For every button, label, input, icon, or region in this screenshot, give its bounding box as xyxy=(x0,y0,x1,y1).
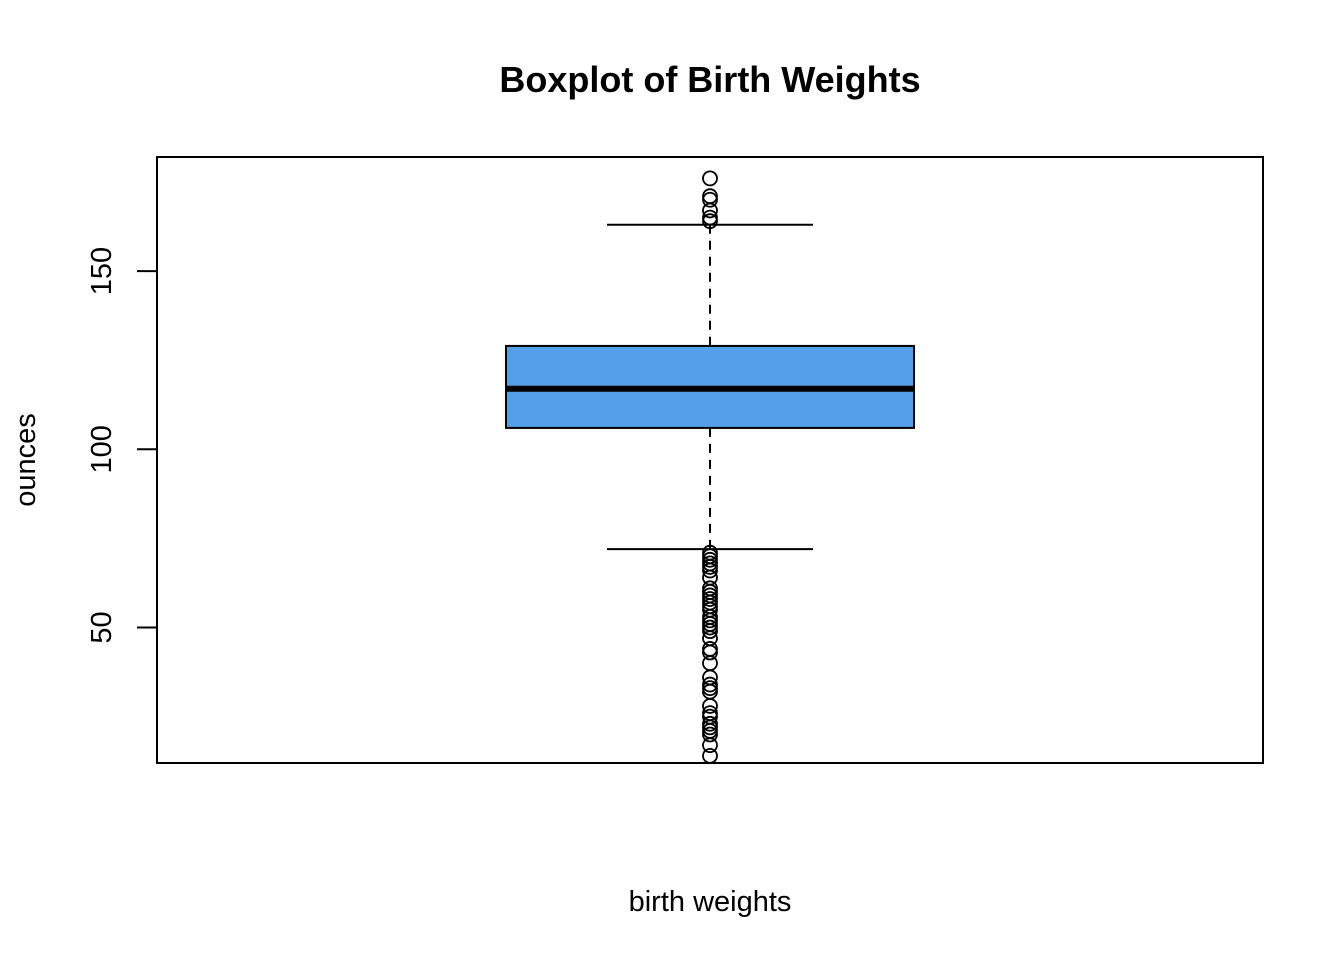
y-tick-label-150: 150 xyxy=(86,247,118,295)
outlier-point xyxy=(702,188,718,205)
y-axis-label: ounces xyxy=(10,413,42,507)
y-axis: 50 100 150 xyxy=(86,247,158,644)
outlier-point xyxy=(702,747,718,764)
outlier-point xyxy=(702,680,718,697)
x-axis-label: birth weights xyxy=(629,886,792,918)
outlier-point xyxy=(702,737,718,754)
y-tick-label-100: 100 xyxy=(86,425,118,473)
chart-title: Boxplot of Birth Weights xyxy=(499,59,920,100)
outlier-point xyxy=(702,562,718,579)
outlier-point xyxy=(702,170,718,187)
outlier-point xyxy=(702,213,718,230)
outlier-point xyxy=(702,698,718,714)
outlier-point xyxy=(702,202,718,219)
y-tick-label-50: 50 xyxy=(86,611,118,643)
outlier-point xyxy=(702,726,718,743)
outlier-point xyxy=(702,191,718,208)
outlier-point xyxy=(702,655,718,672)
outlier-point xyxy=(702,623,718,640)
box-series xyxy=(505,170,915,764)
outlier-point xyxy=(702,641,718,657)
outlier-point xyxy=(702,644,718,661)
